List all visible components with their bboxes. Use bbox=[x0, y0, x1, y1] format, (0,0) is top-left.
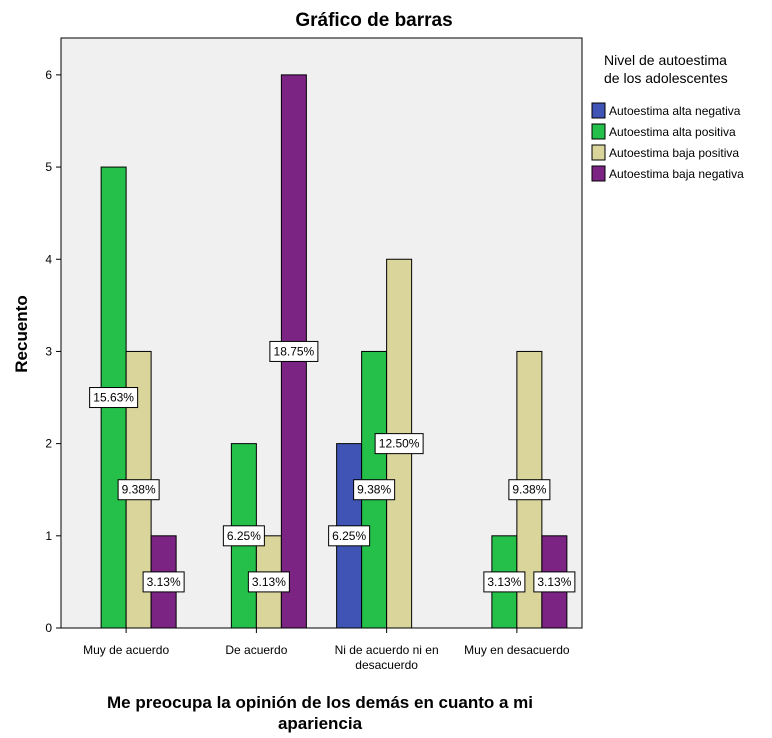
legend-title-line: de los adolescentes bbox=[604, 70, 728, 86]
data-label-box bbox=[483, 571, 526, 593]
legend-label: Autoestima alta positiva bbox=[609, 125, 736, 139]
x-tick-label: Ni de acuerdo ni en bbox=[335, 643, 439, 657]
data-label-box bbox=[353, 479, 396, 501]
x-tick-label: De acuerdo bbox=[225, 643, 287, 657]
data-label: 3.13% bbox=[487, 575, 521, 589]
y-tick-label: 2 bbox=[45, 437, 52, 451]
legend-swatch bbox=[591, 165, 606, 182]
data-label: 9.38% bbox=[122, 483, 156, 497]
data-label: 3.13% bbox=[537, 575, 571, 589]
x-tick-label: Muy en desacuerdo bbox=[464, 643, 570, 657]
data-label-box bbox=[117, 479, 160, 501]
y-tick-label: 1 bbox=[45, 529, 52, 543]
data-label: 6.25% bbox=[332, 529, 366, 543]
legend-swatch bbox=[591, 123, 606, 140]
data-label: 9.38% bbox=[357, 483, 391, 497]
data-label: 3.13% bbox=[147, 575, 181, 589]
data-label: 9.38% bbox=[512, 483, 546, 497]
data-label-box bbox=[508, 479, 551, 501]
data-label: 3.13% bbox=[252, 575, 286, 589]
legend-label: Autoestima baja positiva bbox=[609, 146, 739, 160]
data-label-box bbox=[533, 571, 576, 593]
data-label-box bbox=[142, 571, 185, 593]
data-label-box bbox=[247, 571, 290, 593]
data-label: 15.63% bbox=[93, 391, 134, 405]
x-axis-title-line: Me preocupa la opinión de los demás en c… bbox=[107, 693, 533, 712]
x-tick-label: desacuerdo bbox=[355, 658, 418, 672]
data-labels: 15.63% 9.38% 3.13% 6.25% 3.13% 18.75% 6.25% 9.3… bbox=[89, 340, 576, 593]
data-label: 18.75% bbox=[274, 344, 315, 358]
data-label-box bbox=[374, 433, 424, 455]
y-tick-label: 6 bbox=[45, 68, 52, 82]
data-label-box bbox=[328, 525, 371, 547]
axes: 0 1 2 3 4 5 6 bbox=[45, 68, 518, 635]
x-tick-labels: Muy de acuerdo De acuerdo Ni de acuerdo ni… bbox=[83, 643, 570, 672]
legend-swatch bbox=[591, 144, 606, 161]
legend-label: Autoestima alta negativa bbox=[609, 104, 741, 118]
chart-title: Gráfico de barras bbox=[295, 10, 452, 31]
x-tick-label: Muy de acuerdo bbox=[83, 643, 169, 657]
legend-title-line: Nivel de autoestima bbox=[604, 52, 727, 68]
x-axis-title: Me preocupa la opinión de los demás en c… bbox=[107, 693, 533, 733]
data-label-box bbox=[269, 340, 319, 362]
y-tick-label: 0 bbox=[45, 621, 52, 635]
y-tick-label: 5 bbox=[45, 160, 52, 174]
y-axis-title: Recuento bbox=[12, 295, 31, 372]
y-tick-label: 3 bbox=[45, 344, 52, 358]
data-label-box bbox=[89, 387, 139, 409]
x-axis-title-line: apariencia bbox=[278, 714, 363, 733]
legend-label: Autoestima baja negativa bbox=[609, 167, 744, 181]
y-tick-label: 4 bbox=[45, 252, 52, 266]
data-label: 6.25% bbox=[227, 529, 261, 543]
data-label-box bbox=[222, 525, 265, 547]
legend: Nivel de autoestima de los adolescentes Au… bbox=[591, 52, 744, 182]
data-label: 12.50% bbox=[379, 437, 420, 451]
legend-swatch bbox=[591, 102, 606, 119]
